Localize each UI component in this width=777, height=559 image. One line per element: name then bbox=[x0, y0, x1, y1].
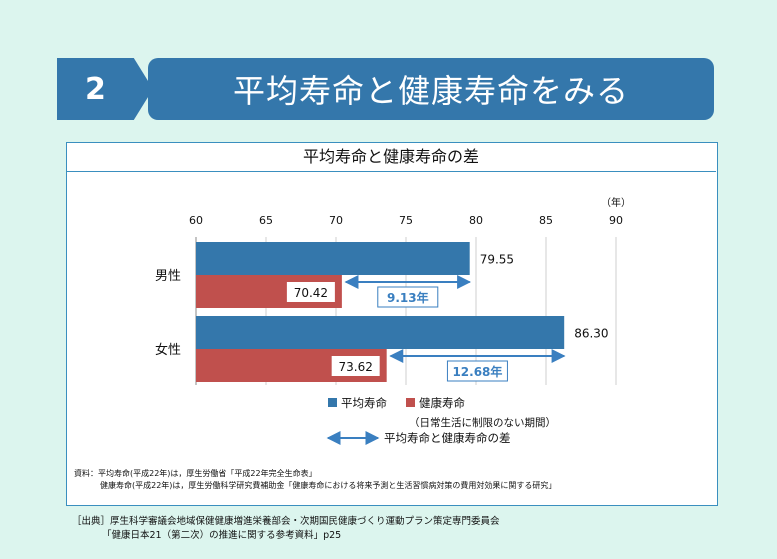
x-tick-label: 90 bbox=[609, 214, 623, 227]
category-label: 女性 bbox=[155, 342, 181, 358]
section-number: 2 bbox=[85, 71, 106, 107]
credit-line-1: ［出典］厚生科学審議会地域保健健康増進栄養部会・次期国民健康づくり運動プラン策定… bbox=[72, 516, 500, 527]
x-tick-label: 80 bbox=[469, 214, 483, 227]
x-tick-label: 75 bbox=[399, 214, 413, 227]
data-label: 73.62 bbox=[339, 360, 373, 374]
legend-swatch bbox=[406, 398, 415, 407]
page-title-bar: 平均寿命と健康寿命をみる bbox=[148, 58, 714, 120]
difference-label: 9.13年 bbox=[387, 290, 429, 305]
data-label-box bbox=[331, 356, 380, 376]
bar bbox=[196, 242, 470, 275]
page-title: 平均寿命と健康寿命をみる bbox=[232, 72, 629, 110]
chart-title: 平均寿命と健康寿命の差 bbox=[66, 142, 716, 172]
section-number-tab: 2 bbox=[57, 58, 153, 120]
difference-label-box bbox=[446, 360, 508, 382]
data-label: 70.42 bbox=[294, 286, 328, 300]
difference-label: 12.68年 bbox=[452, 364, 502, 379]
difference-label-box bbox=[377, 286, 439, 308]
legend-label: 健康寿命 bbox=[419, 396, 465, 410]
x-tick-label: 65 bbox=[259, 214, 273, 227]
x-tick-label: 70 bbox=[329, 214, 343, 227]
axis-unit-label: （年） bbox=[601, 196, 631, 209]
category-label: 男性 bbox=[155, 269, 181, 284]
credit: ［出典］厚生科学審議会地域保健健康増進栄養部会・次期国民健康づくり運動プラン策定… bbox=[72, 515, 500, 543]
source-note-line-1: 資料：平均寿命(平成22年)は，厚生労働省「平成22年完全生命表」 bbox=[74, 469, 317, 478]
legend-label: 平均寿命と健康寿命の差 bbox=[384, 431, 511, 445]
data-label-box bbox=[286, 282, 335, 302]
bar bbox=[196, 316, 565, 349]
data-label: 86.30 bbox=[574, 327, 608, 341]
legend-note: （日常生活に制限のない期間） bbox=[409, 416, 556, 429]
x-tick-label: 85 bbox=[539, 214, 553, 227]
data-label: 79.55 bbox=[480, 253, 514, 267]
source-note: 資料：平均寿命(平成22年)は，厚生労働省「平成22年完全生命表」 健康寿命(平… bbox=[74, 468, 556, 492]
source-note-line-2: 健康寿命(平成22年)は，厚生労働科学研究費補助金「健康寿命における将来予測と生… bbox=[100, 481, 557, 490]
legend-swatch bbox=[328, 398, 337, 407]
x-tick-label: 60 bbox=[189, 214, 203, 227]
legend-label: 平均寿命 bbox=[341, 396, 387, 410]
credit-line-2: 「健康日本21（第二次）の推進に関する参考資料」p25 bbox=[102, 530, 342, 541]
